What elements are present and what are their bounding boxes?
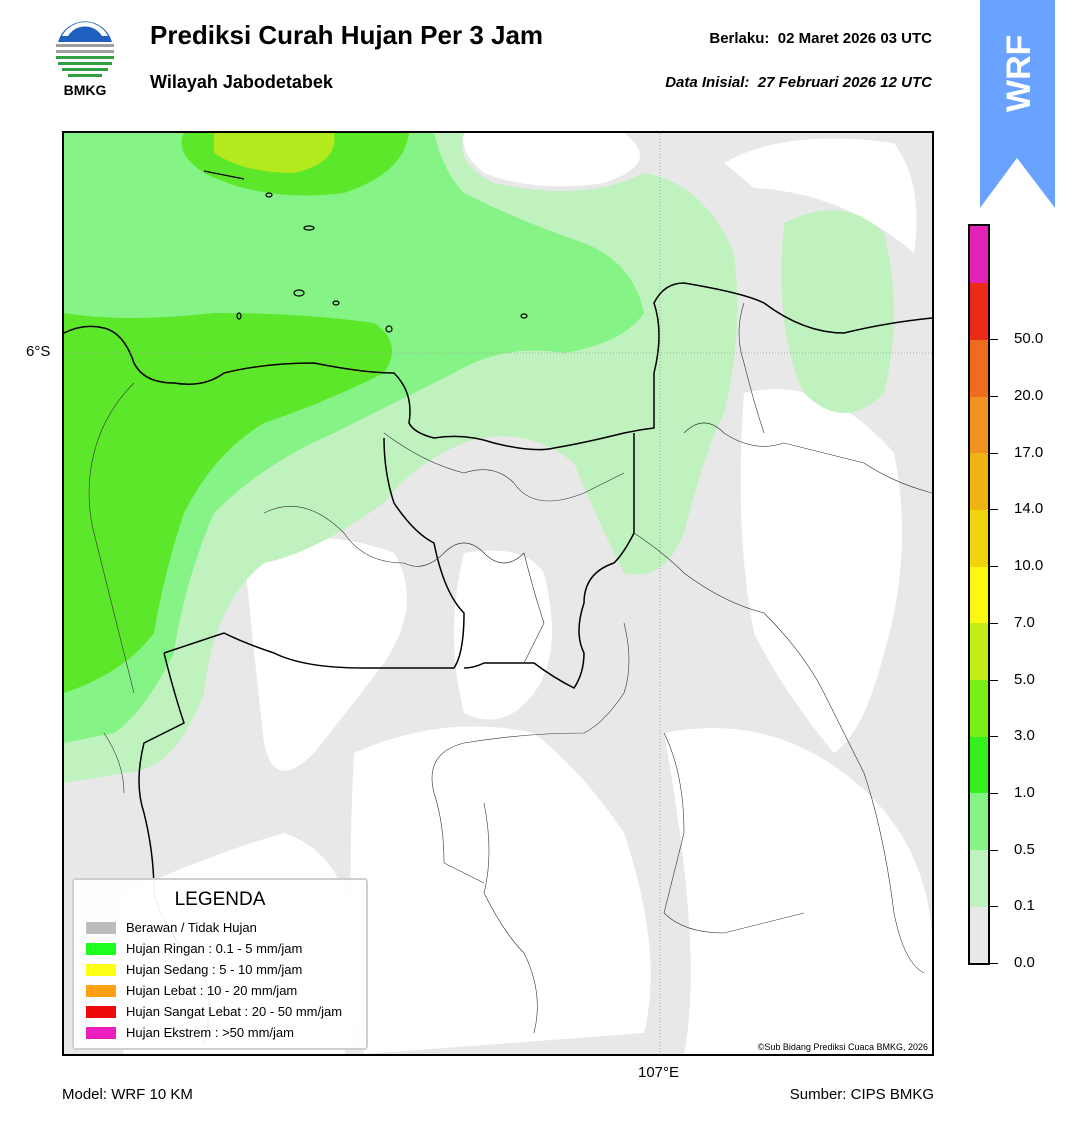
legend-swatch <box>86 1005 116 1018</box>
colorbar-segment <box>970 452 988 510</box>
legend-title: LEGENDA <box>174 889 266 910</box>
colorbar-segment <box>970 566 988 624</box>
legend-label: Hujan Ekstrem : >50 mm/jam <box>126 1025 294 1040</box>
colorbar-tick <box>990 963 998 964</box>
legend-item: Hujan Lebat : 10 - 20 mm/jam <box>74 980 366 1001</box>
colorbar-tick-label: 0.5 <box>1014 840 1035 858</box>
colorbar-tick-label: 20.0 <box>1014 387 1044 405</box>
legend-label: Berawan / Tidak Hujan <box>126 920 257 935</box>
colorbar-tick-label: 14.0 <box>1014 500 1044 518</box>
wrf-badge-text: WRF <box>1000 35 1038 112</box>
colorbar-tick-label: 17.0 <box>1014 443 1044 461</box>
colorbar-segment <box>970 792 988 851</box>
colorbar-segment <box>970 736 988 794</box>
colorbar-tick <box>990 452 998 454</box>
colorbar-tick-label: 5.0 <box>1014 670 1035 688</box>
colorbar-segment <box>970 679 988 737</box>
colorbar-tick <box>990 849 998 851</box>
legend-swatch <box>86 921 116 934</box>
colorbar-tick-label: 50.0 <box>1014 330 1044 348</box>
colorbar-segment <box>970 339 988 397</box>
legend-label: Hujan Sedang : 5 - 10 mm/jam <box>126 962 303 977</box>
bmkg-logo: BMKG <box>50 20 120 100</box>
colorbar-tick-label: 3.0 <box>1014 727 1035 745</box>
valid-time: Berlaku: 02 Maret 2026 03 UTC <box>709 30 932 47</box>
logo-label: BMKG <box>63 82 107 98</box>
legend-label: Hujan Ringan : 0.1 - 5 mm/jam <box>126 941 303 956</box>
legend-swatch <box>86 984 116 997</box>
initial-time: Data Inisial: 27 Februari 2026 12 UTC <box>665 74 932 91</box>
colorbar-tick <box>990 736 998 738</box>
legend-swatch <box>86 942 116 955</box>
colorbar-segment <box>970 509 988 567</box>
page-title: Prediksi Curah Hujan Per 3 Jam <box>150 20 544 50</box>
rain-0.5-1.0 <box>64 133 644 743</box>
colorbar-tick <box>990 906 998 908</box>
colorbar-tick <box>990 566 998 568</box>
longitude-label: 107°E <box>638 1064 680 1081</box>
colorbar-tick <box>990 509 998 511</box>
legend-item: Hujan Sedang : 5 - 10 mm/jam <box>74 959 366 980</box>
colorbar-tick <box>990 679 998 681</box>
colorbar-segment <box>970 396 988 454</box>
colorbar-tick <box>990 396 998 398</box>
district-borders <box>88 302 932 1034</box>
legend-item: Berawan / Tidak Hujan <box>74 917 366 938</box>
colorbar-tick-label: 1.0 <box>1014 783 1035 801</box>
rainfall-map: LEGENDA Berawan / Tidak Hujan Hujan Ringa… <box>62 131 934 1056</box>
legend-item: Hujan Ekstrem : >50 mm/jam <box>74 1022 366 1043</box>
colorbar-tick-label: 10.0 <box>1014 557 1044 575</box>
colorbar-segment <box>970 906 988 964</box>
colorbar-segment <box>970 282 988 340</box>
latitude-label: 6°S <box>26 343 51 360</box>
colorbar-tick <box>990 622 998 624</box>
legend-label: Hujan Lebat : 10 - 20 mm/jam <box>126 983 298 998</box>
initial-value: 27 Februari 2026 12 UTC <box>757 74 932 91</box>
wrf-badge: WRF <box>980 0 1055 208</box>
colorbar-segment <box>970 849 988 907</box>
model-info: Model: WRF 10 KM <box>62 1086 193 1103</box>
map-canvas <box>64 133 932 1054</box>
islands <box>203 170 528 333</box>
valid-value: 02 Maret 2026 03 UTC <box>777 30 932 47</box>
copyright-text: ©Sub Bidang Prediksi Cuaca BMKG, 2026 <box>757 1042 928 1052</box>
bmkg-emblem-icon <box>55 21 115 82</box>
colorbar-segment <box>970 622 988 681</box>
rain-3.0-5.0 <box>214 133 335 173</box>
colorbar-tick-label: 0.0 <box>1014 954 1035 971</box>
region-subtitle: Wilayah Jabodetabek <box>150 72 333 92</box>
source-info: Sumber: CIPS BMKG <box>789 1086 934 1103</box>
initial-label: Data Inisial: <box>665 74 750 91</box>
colorbar-tick <box>990 339 998 341</box>
colorbar-tick-label: 0.1 <box>1014 897 1035 915</box>
legend-box: LEGENDA Berawan / Tidak Hujan Hujan Ringa… <box>72 878 368 1050</box>
valid-label: Berlaku: <box>709 30 770 47</box>
colorbar-tick <box>990 792 998 794</box>
colorbar-segment <box>970 226 988 284</box>
legend-swatch <box>86 1026 116 1039</box>
colorbar <box>968 224 990 965</box>
legend-item: Hujan Sangat Lebat : 20 - 50 mm/jam <box>74 1001 366 1022</box>
legend-label: Hujan Sangat Lebat : 20 - 50 mm/jam <box>126 1004 343 1019</box>
legend-swatch <box>86 963 116 976</box>
legend-item: Hujan Ringan : 0.1 - 5 mm/jam <box>74 938 366 959</box>
colorbar-tick-label: 7.0 <box>1014 613 1035 631</box>
